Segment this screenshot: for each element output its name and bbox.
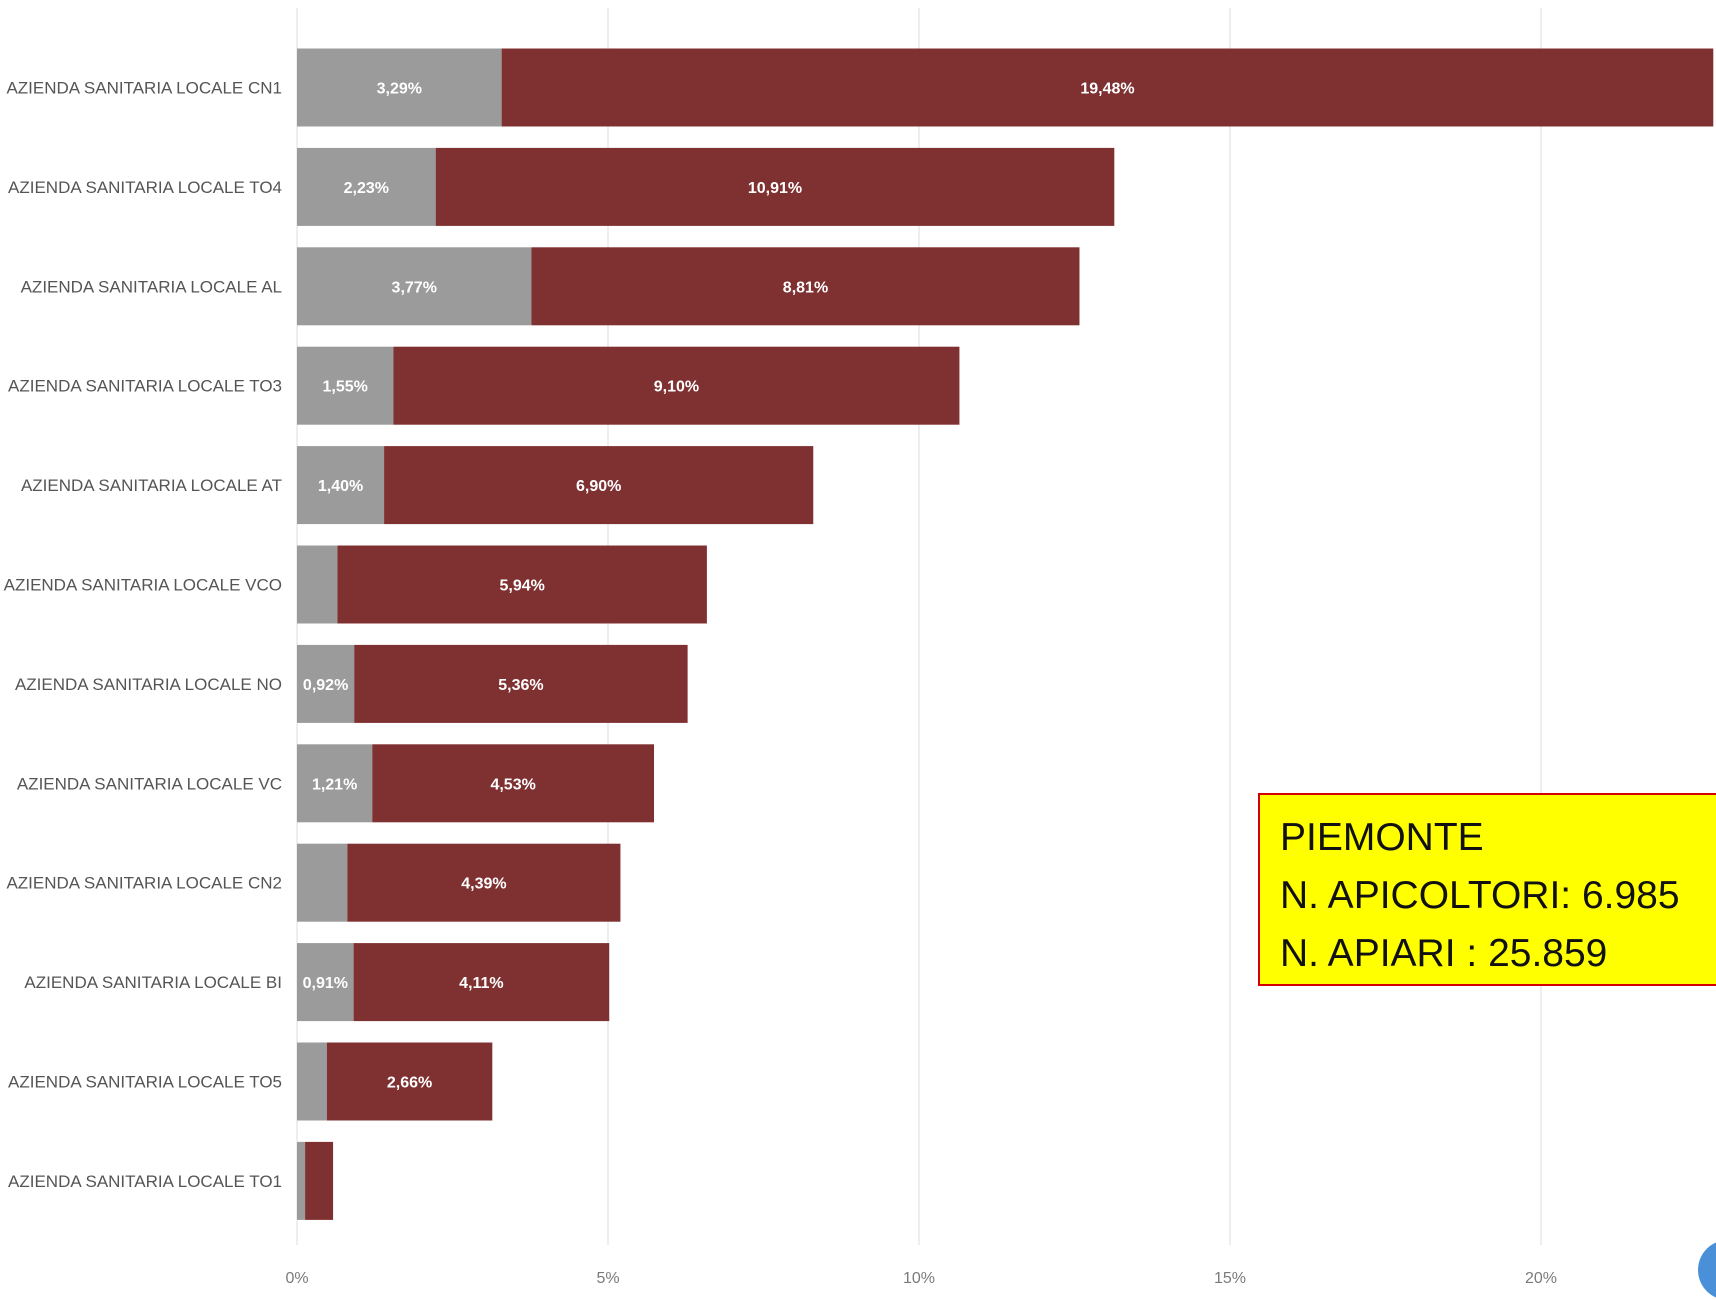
corner-button-icon[interactable] [1698,1240,1716,1300]
bar-segment-red[interactable] [353,943,610,1022]
category-label: AZIENDA SANITARIA LOCALE TO4 [8,178,282,197]
data-label: 4,39% [461,876,506,893]
data-label: 1,55% [323,379,368,396]
category-label: AZIENDA SANITARIA LOCALE TO5 [8,1073,282,1092]
bar-segment-grey[interactable] [297,1141,306,1220]
x-tick-label: 0% [285,1270,308,1287]
bar-segment-grey[interactable] [297,48,502,127]
bar-segment-red[interactable] [326,1042,493,1121]
bar-segment-grey[interactable] [297,346,394,425]
data-label: 4,11% [459,975,503,992]
data-label: 10,91% [748,180,802,197]
category-label: AZIENDA SANITARIA LOCALE AL [21,277,282,296]
bar-segment-red[interactable] [337,545,707,624]
x-tick-label: 20% [1525,1270,1557,1287]
data-label: 1,21% [312,776,357,793]
x-tick-label: 15% [1214,1270,1246,1287]
category-label: AZIENDA SANITARIA LOCALE TO1 [8,1172,282,1191]
bar-segment-red[interactable] [305,1141,334,1220]
bar-segment-grey[interactable] [297,247,532,326]
category-label: AZIENDA SANITARIA LOCALE VCO [4,576,282,595]
data-label: 2,23% [344,180,389,197]
data-label: 9,10% [654,379,699,396]
bar-segment-red[interactable] [354,644,688,723]
bar-segment-grey[interactable] [297,843,348,922]
data-label: 5,94% [499,578,544,595]
bar-segment-red[interactable] [393,346,960,425]
beekeepers-count: N. APICOLTORI: 6.985 [1280,874,1680,917]
bar-segment-red[interactable] [531,247,1080,326]
category-label: AZIENDA SANITARIA LOCALE BI [24,973,282,992]
data-label: 0,91% [303,975,348,992]
summary-box: PIEMONTE N. APICOLTORI: 6.985 N. APIARI … [1258,793,1716,986]
x-tick-label: 5% [596,1270,619,1287]
bar-segment-grey[interactable] [297,446,385,525]
x-tick-label: 10% [903,1270,935,1287]
bar-segment-red[interactable] [347,843,621,922]
data-label: 1,40% [318,478,363,495]
category-label: AZIENDA SANITARIA LOCALE TO3 [8,377,282,396]
data-label: 4,53% [490,776,535,793]
bar-segment-grey[interactable] [297,1042,327,1121]
data-label: 19,48% [1080,81,1134,98]
bar-segment-red[interactable] [372,744,655,823]
bar-segment-grey[interactable] [297,545,338,624]
apiaries-count: N. APIARI : 25.859 [1280,932,1608,975]
bar-segment-grey[interactable] [297,744,373,823]
region-name: PIEMONTE [1280,816,1484,859]
data-label: 0,92% [303,677,348,694]
data-label: 6,90% [576,478,621,495]
bar-segment-red[interactable] [501,48,1714,127]
bar-segment-grey[interactable] [297,644,355,723]
data-label: 3,77% [392,279,437,296]
category-label: AZIENDA SANITARIA LOCALE AT [21,476,282,495]
bar-segment-red[interactable] [384,446,814,525]
labels: 0% 5% 10% 15% 20% AZIENDA SANITARIA LOCALE CN… [4,79,1557,1288]
data-label: 3,29% [377,81,422,98]
category-label: AZIENDA SANITARIA LOCALE VC [17,774,282,793]
data-label: 2,66% [387,1075,432,1092]
category-label: AZIENDA SANITARIA LOCALE NO [15,675,282,694]
data-label: 5,36% [498,677,543,694]
bars [297,48,1714,1220]
category-label: AZIENDA SANITARIA LOCALE CN1 [6,79,282,98]
bar-segment-grey[interactable] [297,147,436,226]
bar-segment-red[interactable] [435,147,1115,226]
data-label: 8,81% [783,279,828,296]
bar-segment-grey[interactable] [297,943,354,1022]
category-label: AZIENDA SANITARIA LOCALE CN2 [6,874,282,893]
